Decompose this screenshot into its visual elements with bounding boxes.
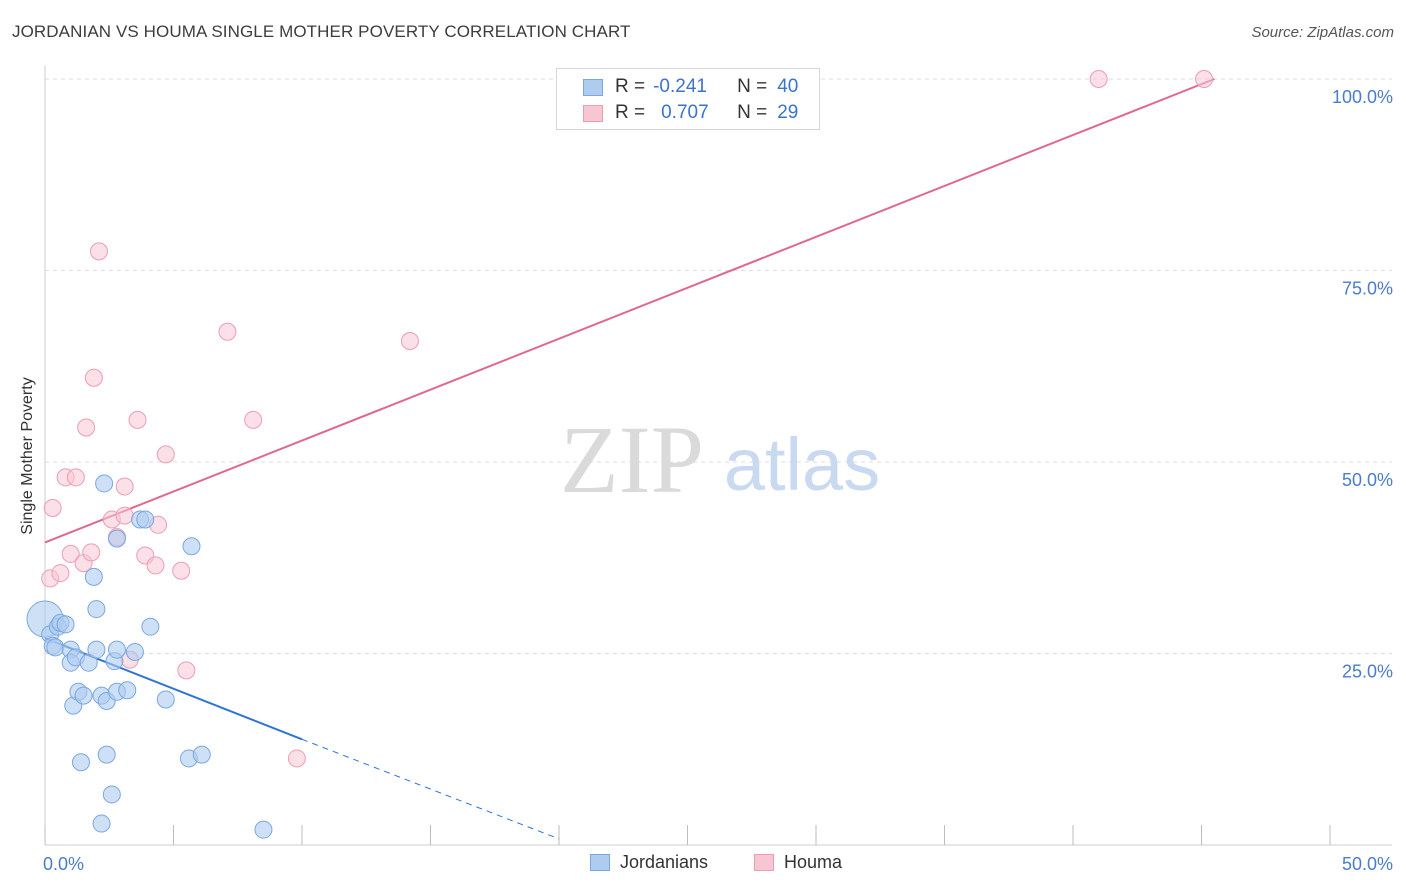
bottom-swatch-blue [590,854,610,871]
houma-point [82,543,101,562]
tick-labels: 25.0% 50.0% 75.0% 100.0% 0.0% 50.0% [43,87,1393,874]
houma-point [1195,70,1214,88]
houma-point [61,544,80,563]
legend-row-jordanians: R = -0.241 N = 40 [583,75,798,99]
y-tick-label: 25.0% [1342,662,1393,682]
y-tick-label: 50.0% [1342,470,1393,490]
houma-point [1089,70,1108,88]
houma-point [51,564,70,583]
houma-point [146,556,165,575]
jordanians-point [84,567,103,586]
houma-point [66,468,85,487]
x-tick-label: 50.0% [1342,854,1393,874]
legend-r-label: R = [615,76,646,97]
jordanians-point [74,686,93,705]
jordanians-point [118,681,137,700]
jordanians-trend-extension [301,738,560,840]
houma-point [156,445,175,464]
grid-lines [45,78,1392,654]
legend-r-value: -0.241 [653,76,707,97]
houma-point [177,661,196,680]
y-tick-label: 75.0% [1342,279,1393,299]
legend-n-label: N = [737,76,768,97]
jordanians-point [107,529,126,548]
bottom-legend-label: Houma [784,852,843,872]
jordanians-point [46,638,65,657]
jordanians-point [136,510,155,529]
legend-swatch-blue [583,78,603,96]
jordanians-point [254,820,273,839]
bottom-legend-jordanians: Jordanians [590,852,708,873]
jordanians-point [125,642,144,661]
bottom-swatch-pink [754,854,774,871]
jordanians-point [107,640,126,659]
watermark-atlas: atlas [724,423,880,506]
houma-point [115,506,134,525]
houma-point [84,368,103,387]
jordanians-point [92,814,111,833]
jordanians-point [87,600,106,619]
y-tick-label: 100.0% [1332,87,1393,107]
houma-point [172,561,191,580]
houma-point [89,242,108,261]
houma-point [128,410,147,429]
jordanians-point [182,537,201,556]
jordanians-point [95,474,114,493]
houma-point [287,749,306,768]
data-points [26,70,1214,839]
axes [44,66,1392,846]
houma-point [218,322,237,341]
jordanians-point [141,617,160,636]
watermark-zip: ZIP [560,406,704,513]
jordanians-point [192,745,211,764]
jordanians-point [87,640,106,659]
jordanians-point [71,753,90,772]
legend-r-label: R = [615,102,646,123]
houma-point [244,410,263,429]
legend-n-value: 40 [777,76,799,97]
source-label: Source: ZipAtlas.com [1251,24,1394,41]
houma-point [43,498,62,517]
chart-title: JORDANIAN VS HOUMA SINGLE MOTHER POVERTY… [12,22,631,41]
houma-point [115,477,134,496]
jordanians-point [102,785,121,804]
houma-trend-line [44,78,1215,544]
jordanians-point [56,615,75,634]
legend-row-houma: R = 0.707 N = 29 [583,101,798,125]
houma-point [400,331,419,350]
legend-n-value: 29 [777,102,799,123]
legend-swatch-pink [583,104,603,122]
legend-r-value: 0.707 [661,102,709,123]
x-tick-label: 0.0% [43,854,84,874]
jordanians-point [156,690,175,709]
legend-n-label: N = [737,102,768,123]
jordanians-point [97,745,116,764]
bottom-legend-houma: Houma [754,852,842,873]
correlation-legend: R = -0.241 N = 40 R = 0.707 N = 29 [556,68,820,130]
bottom-legend-label: Jordanians [620,852,709,872]
houma-point [77,418,96,437]
watermark: ZIP atlas [560,406,880,513]
